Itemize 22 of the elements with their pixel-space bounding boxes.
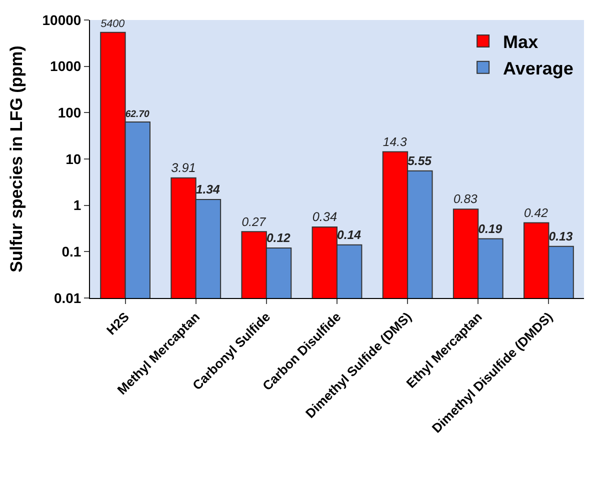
y-tick-label: 1000 [50,58,82,74]
legend-label: Average [503,58,574,78]
data-label: 0.13 [548,230,573,244]
data-label: 0.14 [337,228,362,242]
y-tick-label: 1 [73,197,82,214]
data-label: 0.34 [312,210,337,224]
data-label: 5400 [100,18,125,30]
y-axis-title: Sulfur species in LFG (ppm) [6,46,26,272]
data-label: 0.83 [453,192,478,206]
y-tick-label: 100 [58,104,82,121]
data-label: 0.19 [478,222,502,236]
data-label: 0.42 [524,206,548,220]
legend-label: Max [503,32,538,52]
data-label: 62.70 [125,108,150,120]
y-tick-label: 0.1 [62,244,82,260]
y-tick-label: 0.01 [54,290,82,306]
data-label: 3.91 [171,160,196,175]
data-label: 0.27 [242,214,267,229]
data-label: 14.3 [382,134,407,149]
y-tick-label: 10 [66,150,82,167]
data-label: 0.12 [266,231,291,246]
y-tick-label: 10000 [42,12,82,28]
